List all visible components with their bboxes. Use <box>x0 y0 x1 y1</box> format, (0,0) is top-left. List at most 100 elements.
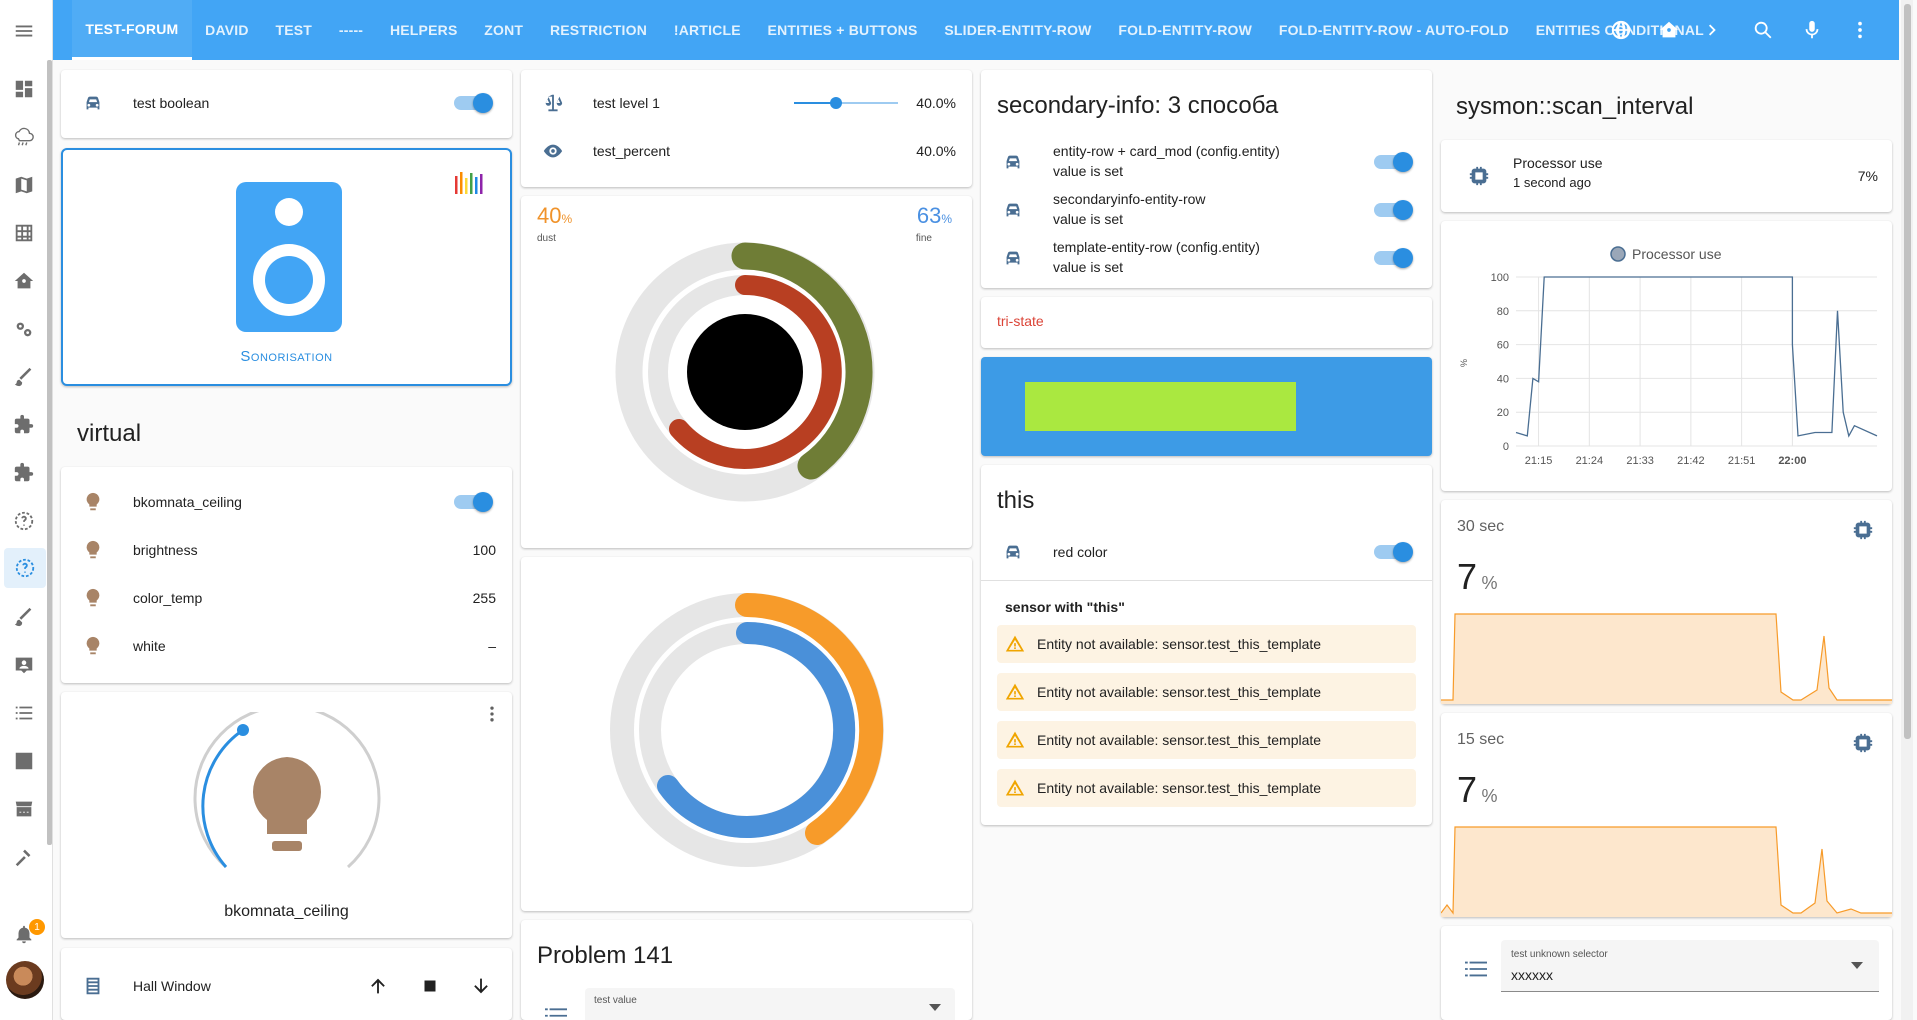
tab-fold-entity-row-autofold[interactable]: FOLD-ENTITY-ROW - AUTO-FOLD <box>1278 22 1509 38</box>
toggle-switch[interactable] <box>454 93 493 113</box>
tri-state-card: tri-state <box>981 297 1432 348</box>
globe-icon[interactable] <box>1609 18 1633 42</box>
slider-thumb[interactable] <box>829 97 842 109</box>
tab-test-forum[interactable]: TEST-FORUM <box>72 0 192 60</box>
page-scrollbar[interactable] <box>1901 0 1913 1020</box>
chevron-right-icon[interactable] <box>1701 18 1725 42</box>
tab-separator[interactable]: ----- <box>338 22 364 38</box>
x-tick-label: 22:00 <box>1778 455 1806 467</box>
sensor-graph-30sec: 30 sec 7 % <box>1441 500 1892 704</box>
home-icon[interactable] <box>1657 18 1681 42</box>
test-boolean-card: test boolean <box>61 70 512 138</box>
hall-window-row[interactable]: Hall Window <box>61 966 512 1006</box>
warning-text: Entity not available: sensor.test_this_t… <box>1037 636 1322 652</box>
x-tick-label: 21:24 <box>1576 455 1604 467</box>
tab-test[interactable]: TEST <box>275 22 313 38</box>
list-item[interactable]: bkomnata_ceiling <box>61 482 512 522</box>
y-axis-label: % <box>1459 359 1469 367</box>
dust-fine-gauge-card: 40% dust 63% fine <box>521 196 972 548</box>
alert-icon <box>1005 731 1025 748</box>
tab-david[interactable]: DAVID <box>205 22 249 38</box>
help-circle-icon[interactable] <box>10 507 38 535</box>
list-item[interactable]: template-entity-row (config.entity) valu… <box>981 234 1432 282</box>
help-circle-active-icon[interactable] <box>4 548 46 588</box>
list-item[interactable]: white – <box>61 626 512 666</box>
list-item[interactable]: color_temp 255 <box>61 578 512 618</box>
hacs-store-icon[interactable] <box>10 795 38 823</box>
red-color-row[interactable]: red color <box>981 532 1432 572</box>
home-flower-icon[interactable] <box>10 267 38 295</box>
more-vertical-icon[interactable] <box>482 704 502 724</box>
brush-icon[interactable] <box>10 363 38 391</box>
brightness-dial[interactable] <box>191 712 383 884</box>
puzzle-icon[interactable] <box>10 411 38 439</box>
sensor-graph-15sec: 15 sec 7 % <box>1441 713 1892 917</box>
tab-zont[interactable]: ZONT <box>484 22 524 38</box>
arrow-down-icon[interactable] <box>470 975 492 997</box>
tri-state-label[interactable]: tri-state <box>997 313 1044 329</box>
sidebar-scrollbar[interactable] <box>47 60 52 845</box>
entity-name: Hall Window <box>133 978 211 994</box>
unknown-selector-dropdown[interactable]: test unknown selector xxxxxx <box>1501 940 1879 992</box>
puzzle-2-icon[interactable] <box>10 459 38 487</box>
toggle-switch[interactable] <box>1374 200 1413 220</box>
tab-article[interactable]: !ARTICLE <box>673 22 741 38</box>
map-icon[interactable] <box>10 171 38 199</box>
arrow-up-icon[interactable] <box>367 975 389 997</box>
test-percent-row[interactable]: test_percent 40.0% <box>521 131 972 171</box>
menu-icon[interactable] <box>10 17 38 45</box>
secondary-info: value is set <box>1053 259 1124 275</box>
processor-use-row[interactable]: Processor use 1 second ago 7% <box>1441 155 1892 196</box>
grid-icon[interactable] <box>10 219 38 247</box>
card-title: secondary-info: 3 способа <box>997 92 1279 119</box>
y-tick-label: 20 <box>1497 407 1509 419</box>
chart-icon[interactable] <box>10 747 38 775</box>
tab-entities-buttons[interactable]: ENTITIES + BUTTONS <box>767 22 918 38</box>
test-level-row[interactable]: test level 1 40.0% <box>521 83 972 123</box>
tab-slider-entity-row[interactable]: SLIDER-ENTITY-ROW <box>944 22 1092 38</box>
graph-title: 15 sec <box>1457 731 1505 748</box>
dashboard-icon[interactable] <box>10 75 38 103</box>
microphone-icon[interactable] <box>1800 18 1824 42</box>
avatar[interactable] <box>6 961 44 999</box>
tab-fold-entity-row[interactable]: FOLD-ENTITY-ROW <box>1118 22 1253 38</box>
more-vertical-icon[interactable] <box>1848 18 1872 42</box>
light-card: bkomnata_ceiling <box>61 692 512 938</box>
search-icon[interactable] <box>1751 18 1775 42</box>
settings-cogs-icon[interactable] <box>10 315 38 343</box>
tab-helpers[interactable]: HELPERS <box>389 22 458 38</box>
scale-balance-icon <box>541 91 565 115</box>
list-icon[interactable] <box>10 699 38 727</box>
stop-icon[interactable] <box>419 975 441 997</box>
x-tick-label: 21:33 <box>1626 455 1654 467</box>
list-item[interactable]: entity-row + card_mod (config.entity) va… <box>981 138 1432 186</box>
brush-2-icon[interactable] <box>10 603 38 631</box>
slider-track[interactable] <box>794 102 898 104</box>
alert-icon <box>1005 683 1025 700</box>
graph-title: 30 sec <box>1457 518 1505 535</box>
test-value-select[interactable]: test value <box>585 988 955 1020</box>
toggle-switch[interactable] <box>1374 248 1413 268</box>
entity-value: 7% <box>1857 168 1878 184</box>
processor-history-chart[interactable]: Processor use % 100 80 60 40 20 0 21:15 21:24 21… <box>1441 221 1892 491</box>
this-card: this red color sensor with "this" Entity… <box>981 465 1432 825</box>
entity-name: test level 1 <box>593 95 660 111</box>
weather-icon[interactable] <box>10 123 38 151</box>
car-icon <box>1001 150 1025 174</box>
top-app-bar: TEST-FORUM DAVID TEST ----- HELPERS ZONT… <box>53 0 1899 60</box>
toggle-switch[interactable] <box>1374 542 1413 562</box>
tab-restriction[interactable]: RESTRICTION <box>549 22 648 38</box>
list-item[interactable]: brightness 100 <box>61 530 512 570</box>
alert-icon <box>1005 779 1025 796</box>
notification-badge: 1 <box>29 919 45 935</box>
bell-icon[interactable] <box>10 920 38 948</box>
level-card: test level 1 40.0% test_percent 40.0% <box>521 70 972 187</box>
sonorisation-button-card[interactable]: Sonorisation <box>61 148 512 386</box>
hammer-icon[interactable] <box>10 843 38 871</box>
test-boolean-row[interactable]: test boolean <box>61 83 512 123</box>
list-item[interactable]: secondaryinfo-entity-row value is set <box>981 186 1432 234</box>
last-changed: 1 second ago <box>1513 175 1592 190</box>
toggle-switch[interactable] <box>454 492 493 512</box>
account-box-icon[interactable] <box>10 651 38 679</box>
toggle-switch[interactable] <box>1374 152 1413 172</box>
